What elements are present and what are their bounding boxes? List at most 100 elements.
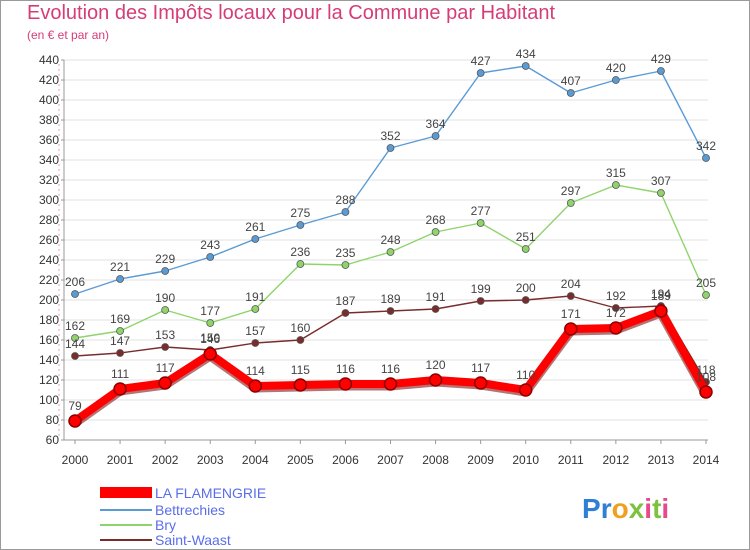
data-point [383,377,398,391]
data-label: 114 [246,364,265,378]
data-point [158,376,172,390]
data-labels: 206 221 229 243 261 275 288 352 364 427 434 407 420 4… [65,47,716,413]
data-point [203,347,217,361]
y-tick-label: 100 [39,393,59,407]
legend-label: Bry [155,517,176,533]
y-tick-label: 240 [39,253,59,267]
data-point [341,208,350,216]
data-label: 364 [426,117,446,131]
data-label: 189 [651,289,671,303]
data-label: 315 [606,166,626,180]
data-point [161,343,170,351]
data-label: 187 [335,294,355,308]
x-tick-label: 2005 [287,453,314,467]
data-point [116,327,124,335]
data-label: 116 [381,362,400,376]
data-label: 144 [65,337,85,351]
data-point [566,292,575,300]
data-point [428,373,443,387]
data-point [386,144,395,152]
y-tick-label: 120 [39,373,59,387]
logo-letter: r [601,493,612,524]
data-label: 205 [696,276,716,290]
data-point [564,322,578,336]
x-axis: 2000 2001 2002 2003 2004 2005 2006 2007 2008 2009… [62,439,720,467]
data-label: 204 [561,277,581,291]
data-label: 118 [696,363,715,377]
y-tick-label: 420 [39,73,59,87]
data-label: 192 [606,289,626,303]
data-point [609,321,623,335]
data-point [68,414,82,428]
data-point [251,339,260,347]
data-point [657,189,665,197]
x-tick-label: 2004 [242,453,269,467]
data-point [476,219,485,227]
data-label: 248 [380,233,400,247]
data-point [341,309,350,317]
data-label: 120 [426,358,446,372]
data-label: 221 [110,260,130,274]
data-point [116,275,124,283]
data-label: 157 [245,324,265,338]
y-tick-label: 180 [39,313,59,327]
data-point [521,62,530,70]
data-point [206,319,215,327]
data-point [654,304,668,318]
y-tick-label: 360 [39,133,59,147]
data-point [296,221,305,229]
data-point [296,260,305,268]
y-tick-label: 400 [39,93,59,107]
data-label: 288 [335,193,355,207]
data-point [248,379,263,393]
data-label: 429 [651,52,671,66]
chart-subtitle: (en € et par an) [27,28,110,42]
y-tick-label: 200 [39,293,59,307]
logo-text: Proxiti [582,493,669,524]
proxiti-logo: Proxiti [582,493,669,524]
data-label: 162 [65,319,85,333]
x-tick-label: 2013 [648,453,675,467]
data-point [341,261,350,269]
data-label: 229 [155,252,175,266]
data-label: 108 [696,370,716,384]
data-label: 206 [65,275,85,289]
y-tick-label: 140 [39,353,59,367]
data-label: 420 [606,61,626,75]
y-tick-label: 60 [46,433,60,447]
data-label: 427 [471,54,491,68]
y-tick-label: 220 [39,273,59,287]
data-label: 200 [516,281,536,295]
data-label: 117 [471,361,490,375]
data-label: 407 [561,74,581,88]
x-tick-label: 2003 [197,453,224,467]
x-tick-label: 2001 [107,453,134,467]
data-point [699,385,713,399]
y-tick-label: 280 [39,213,59,227]
data-point [566,89,575,97]
data-label: 177 [200,304,220,318]
y-tick-label: 440 [39,53,59,67]
y-tick-label: 340 [39,153,59,167]
x-tick-label: 2006 [332,453,359,467]
x-tick-label: 2011 [558,453,584,467]
data-point [521,296,530,304]
logo-letter: P [582,493,601,524]
logo-letter: i [661,493,669,524]
data-label: 297 [561,184,581,198]
data-label: 235 [335,246,355,260]
data-label: 434 [516,47,536,61]
y-tick-label: 80 [46,413,60,427]
data-point [293,378,308,392]
data-point [206,253,215,261]
chart-title: Evolution des Impôts locaux pour la Comm… [27,2,556,24]
data-point [431,305,440,313]
data-point [251,305,260,313]
x-tick-label: 2002 [152,453,179,467]
data-point [611,304,620,312]
data-label: 150 [200,331,220,345]
data-label: 275 [290,206,310,220]
data-point [296,336,305,344]
